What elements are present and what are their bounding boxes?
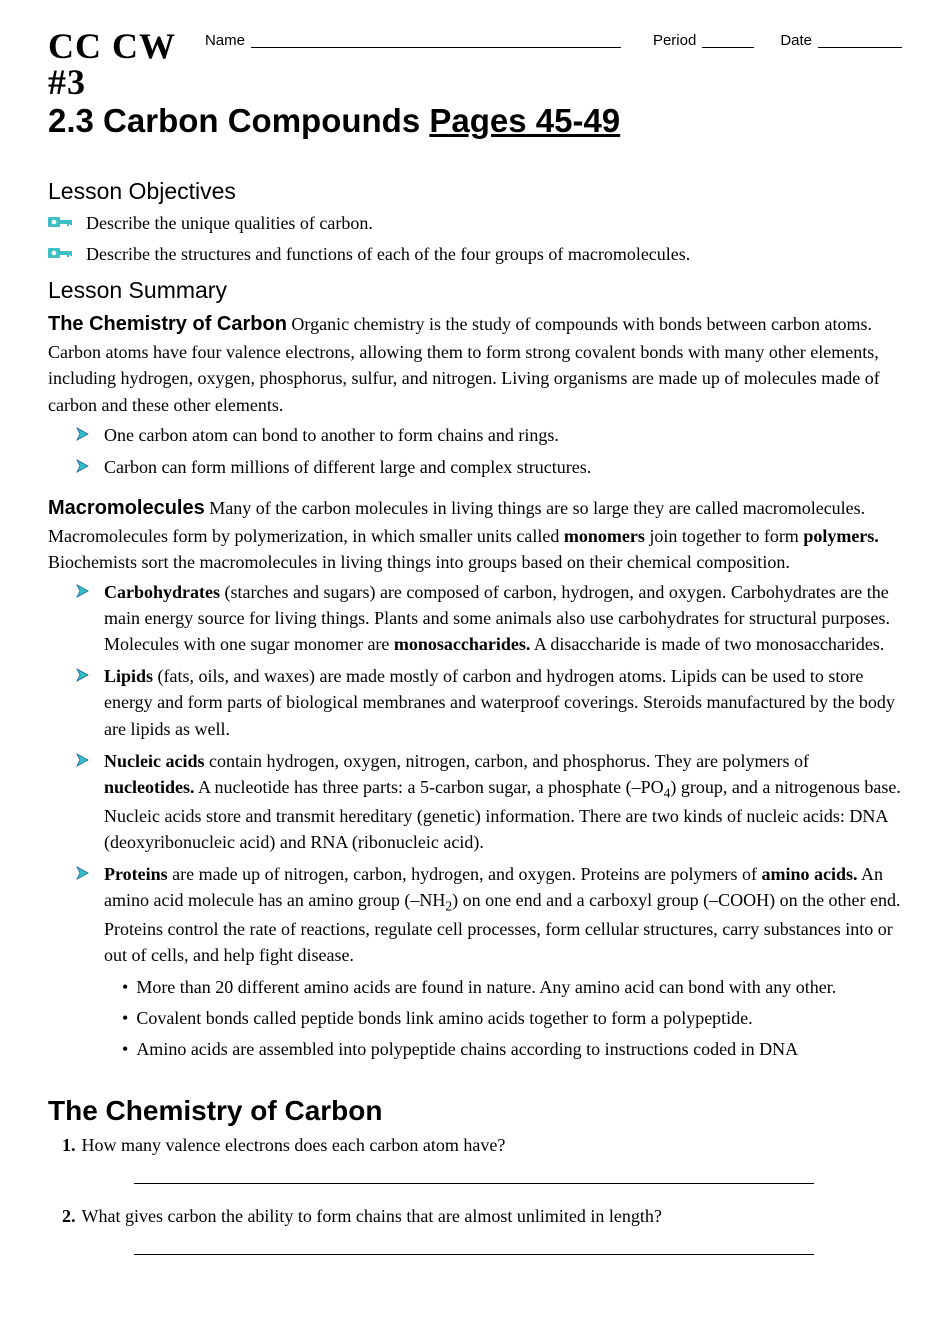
key-icon <box>48 215 72 229</box>
questions-heading: The Chemistry of Carbon <box>48 1095 902 1127</box>
summary-heading: Lesson Summary <box>48 277 902 304</box>
arrow-icon <box>76 866 90 880</box>
chemistry-paragraph: The Chemistry of Carbon Organic chemistr… <box>48 310 902 417</box>
question-text: What gives carbon the ability to form ch… <box>82 1206 662 1227</box>
arrow-icon <box>76 668 90 682</box>
macro-bullet: Proteins are made up of nitrogen, carbon… <box>76 861 902 1067</box>
page-title: 2.3 Carbon Compounds Pages 45-49 <box>48 102 902 140</box>
objectives-heading: Lesson Objectives <box>48 178 902 205</box>
name-blank[interactable] <box>251 33 621 48</box>
question-number: 1. <box>62 1135 76 1156</box>
arrow-icon <box>76 584 90 598</box>
answer-blank[interactable] <box>134 1182 814 1184</box>
objective-text: Describe the structures and functions of… <box>86 242 690 267</box>
bullet-text: Carbohydrates (starches and sugars) are … <box>104 579 902 657</box>
key-icon <box>48 246 72 260</box>
bullet-text: One carbon atom can bond to another to f… <box>104 422 902 448</box>
arrow-icon <box>76 753 90 767</box>
period-blank[interactable] <box>702 33 754 48</box>
date-label: Date <box>780 32 812 49</box>
doc-tag: CC CW #3 <box>48 28 177 100</box>
question: 1. How many valence electrons does each c… <box>62 1135 902 1156</box>
sub-bullet: •Amino acids are assembled into polypept… <box>122 1036 902 1063</box>
macro-bullet: Carbohydrates (starches and sugars) are … <box>76 579 902 657</box>
objective-item: Describe the unique qualities of carbon. <box>48 211 902 236</box>
date-blank[interactable] <box>818 33 902 48</box>
bullet-text: Carbon can form millions of different la… <box>104 454 902 480</box>
question-text: How many valence electrons does each car… <box>82 1135 506 1156</box>
period-label: Period <box>653 32 696 49</box>
bullet-text: Nucleic acids contain hydrogen, oxygen, … <box>104 748 902 855</box>
answer-blank[interactable] <box>134 1253 814 1255</box>
name-label: Name <box>205 32 245 49</box>
arrow-icon <box>76 459 90 473</box>
bullet-text: Proteins are made up of nitrogen, carbon… <box>104 861 902 1067</box>
objective-item: Describe the structures and functions of… <box>48 242 902 267</box>
bullet-text: Lipids (fats, oils, and waxes) are made … <box>104 663 902 741</box>
question-number: 2. <box>62 1206 76 1227</box>
sub-bullet: •Covalent bonds called peptide bonds lin… <box>122 1005 902 1032</box>
meta-fields: Name Period Date <box>205 24 902 49</box>
macro-paragraph: Macromolecules Many of the carbon molecu… <box>48 494 902 575</box>
summary-bullet: Carbon can form millions of different la… <box>76 454 902 480</box>
summary-bullet: One carbon atom can bond to another to f… <box>76 422 902 448</box>
macro-bullet: Lipids (fats, oils, and waxes) are made … <box>76 663 902 741</box>
arrow-icon <box>76 427 90 441</box>
sub-bullet: •More than 20 different amino acids are … <box>122 974 902 1001</box>
macro-bullet: Nucleic acids contain hydrogen, oxygen, … <box>76 748 902 855</box>
question: 2. What gives carbon the ability to form … <box>62 1206 902 1227</box>
objective-text: Describe the unique qualities of carbon. <box>86 211 373 236</box>
